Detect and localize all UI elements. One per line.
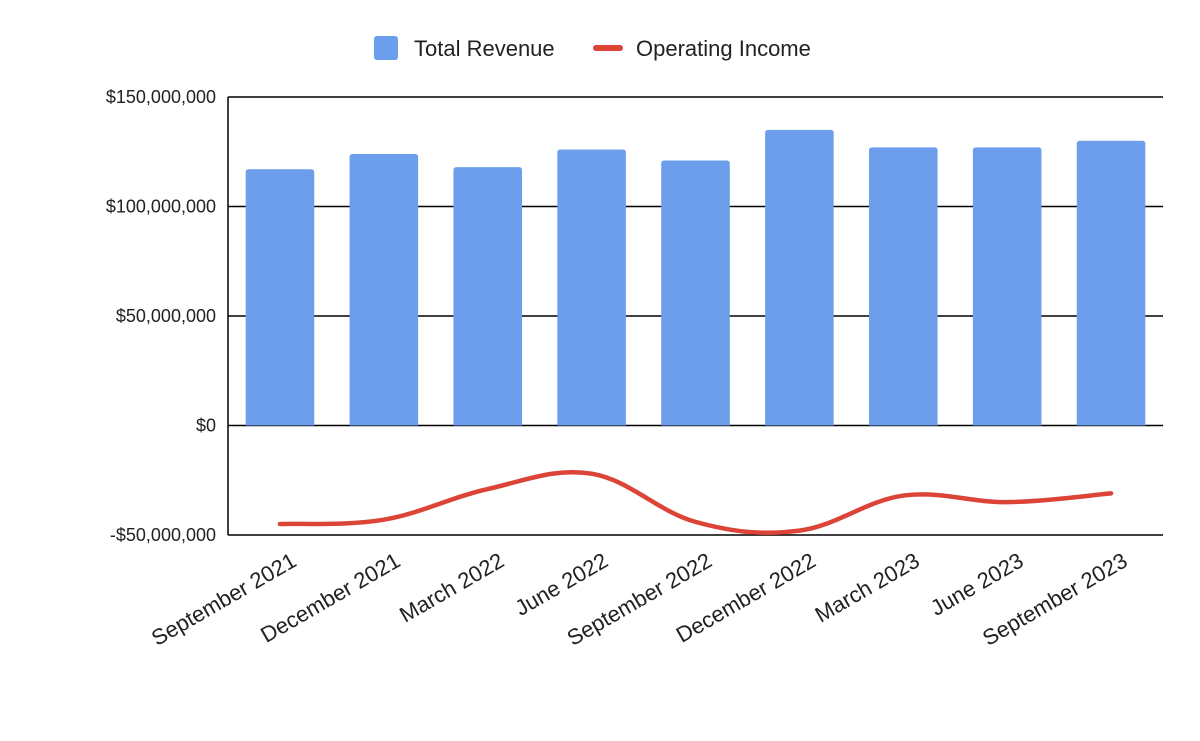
bar [453,167,523,426]
bar [972,147,1042,426]
x-tick-label: March 2023 [811,548,924,628]
bar [557,149,626,426]
bar [765,129,834,426]
legend: Total Revenue Operating Income [374,36,811,61]
operating-income-line [277,469,1114,535]
bar [1076,140,1146,426]
y-tick-label: $0 [196,416,216,436]
bar [661,160,730,426]
line-series [277,469,1114,535]
bar [868,147,938,426]
y-tick-label: -$50,000,000 [110,525,216,545]
bar-series [245,129,1146,426]
bar [245,169,315,426]
bar [349,153,419,426]
legend-label: Total Revenue [414,36,555,61]
legend-swatch-bar [374,36,398,60]
y-tick-label: $50,000,000 [116,306,216,326]
y-tick-label: $150,000,000 [106,87,216,107]
y-axis: -$50,000,000 $0 $50,000,000 $100,000,000 $15… [106,87,229,545]
y-tick-label: $100,000,000 [106,197,216,217]
x-tick-label: March 2022 [395,548,508,628]
legend-label: Operating Income [636,36,811,61]
